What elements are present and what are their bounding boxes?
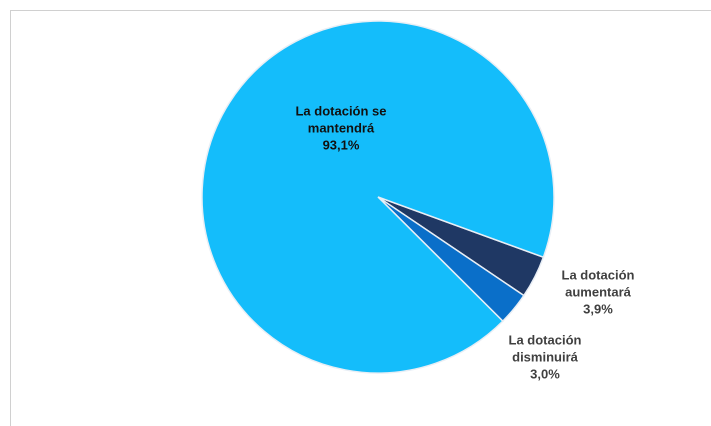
value-label: 93,1%: [322, 137, 360, 153]
slice-label: La dotación aumentará 3,9%: [548, 267, 648, 318]
slice-label: La dotación disminuirá 3,0%: [500, 332, 590, 383]
category-label: La dotación aumentará: [561, 267, 635, 300]
pie-slice: [201, 20, 555, 374]
category-label: La dotación se mantendrá: [295, 103, 387, 136]
value-label: 3,9%: [583, 301, 613, 317]
category-label: La dotación disminuirá: [508, 332, 582, 365]
slice-label: La dotación se mantendrá 93,1%: [281, 103, 401, 154]
value-label: 3,0%: [530, 366, 560, 382]
